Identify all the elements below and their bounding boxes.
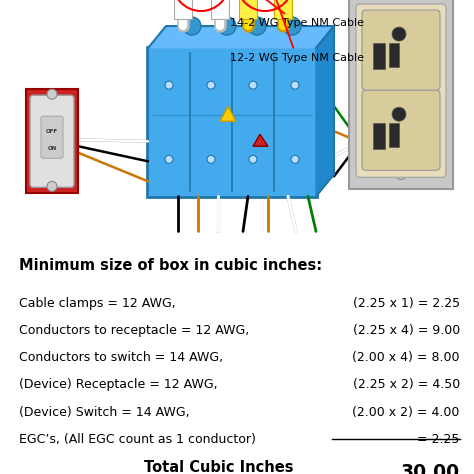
Text: ON: ON — [47, 146, 56, 151]
Text: 30.00: 30.00 — [401, 463, 460, 474]
Text: Type NM
Cable: Type NM Cable — [237, 0, 258, 1]
Polygon shape — [220, 106, 236, 121]
FancyBboxPatch shape — [239, 0, 257, 19]
Circle shape — [47, 89, 57, 99]
FancyBboxPatch shape — [274, 0, 292, 19]
Circle shape — [165, 155, 173, 164]
Text: Total Cubic Inches: Total Cubic Inches — [145, 460, 294, 474]
Text: Type NM
Cable: Type NM Cable — [210, 0, 230, 1]
Polygon shape — [316, 26, 334, 196]
Text: Type NM
Cable: Type NM Cable — [173, 0, 193, 1]
Circle shape — [291, 155, 299, 164]
Circle shape — [249, 155, 257, 164]
Circle shape — [395, 9, 407, 21]
Text: (2.00 x 2) = 4.00: (2.00 x 2) = 4.00 — [352, 406, 460, 419]
Circle shape — [291, 81, 299, 89]
Circle shape — [207, 155, 215, 164]
FancyBboxPatch shape — [41, 116, 63, 158]
Circle shape — [392, 107, 406, 121]
FancyBboxPatch shape — [362, 90, 440, 170]
FancyBboxPatch shape — [30, 95, 74, 187]
FancyBboxPatch shape — [147, 47, 317, 197]
Text: Conductors to switch = 14 AWG,: Conductors to switch = 14 AWG, — [19, 351, 223, 364]
Text: (2.25 x 4) = 9.00: (2.25 x 4) = 9.00 — [353, 324, 460, 337]
Text: (2.25 x 1) = 2.25: (2.25 x 1) = 2.25 — [353, 297, 460, 310]
FancyBboxPatch shape — [26, 89, 78, 193]
Text: EGC’s, (All EGC count as 1 conductor): EGC’s, (All EGC count as 1 conductor) — [19, 433, 256, 446]
FancyBboxPatch shape — [373, 43, 385, 69]
Circle shape — [248, 17, 266, 35]
Text: OFF: OFF — [46, 129, 58, 134]
Circle shape — [392, 27, 406, 41]
FancyBboxPatch shape — [389, 43, 399, 67]
Text: (2.25 x 2) = 4.50: (2.25 x 2) = 4.50 — [353, 378, 460, 392]
Polygon shape — [148, 26, 334, 48]
Text: Type NM
Cable: Type NM Cable — [273, 0, 293, 1]
Text: (2.00 x 4) = 8.00: (2.00 x 4) = 8.00 — [352, 351, 460, 364]
Circle shape — [249, 81, 257, 89]
Circle shape — [165, 81, 173, 89]
Circle shape — [218, 17, 236, 35]
FancyBboxPatch shape — [349, 0, 453, 190]
Circle shape — [207, 81, 215, 89]
Text: (Device) Switch = 14 AWG,: (Device) Switch = 14 AWG, — [19, 406, 190, 419]
Text: Minimum size of box in cubic inches:: Minimum size of box in cubic inches: — [19, 258, 322, 273]
Text: Cable clamps = 12 AWG,: Cable clamps = 12 AWG, — [19, 297, 176, 310]
Text: 12-2 WG Type NM Cable: 12-2 WG Type NM Cable — [230, 0, 364, 63]
Circle shape — [47, 182, 57, 191]
FancyBboxPatch shape — [174, 0, 192, 19]
FancyBboxPatch shape — [389, 123, 399, 147]
FancyBboxPatch shape — [362, 10, 440, 90]
Circle shape — [283, 17, 301, 35]
FancyBboxPatch shape — [211, 0, 229, 19]
FancyBboxPatch shape — [356, 4, 446, 177]
Text: Conductors to receptacle = 12 AWG,: Conductors to receptacle = 12 AWG, — [19, 324, 249, 337]
Polygon shape — [253, 134, 268, 146]
Text: (Device) Receptacle = 12 AWG,: (Device) Receptacle = 12 AWG, — [19, 378, 218, 392]
Circle shape — [183, 17, 201, 35]
Text: 14-2 WG Type NM Cable: 14-2 WG Type NM Cable — [222, 0, 364, 28]
Text: = 2.25: = 2.25 — [418, 433, 460, 446]
Circle shape — [395, 167, 407, 179]
FancyBboxPatch shape — [373, 123, 385, 149]
